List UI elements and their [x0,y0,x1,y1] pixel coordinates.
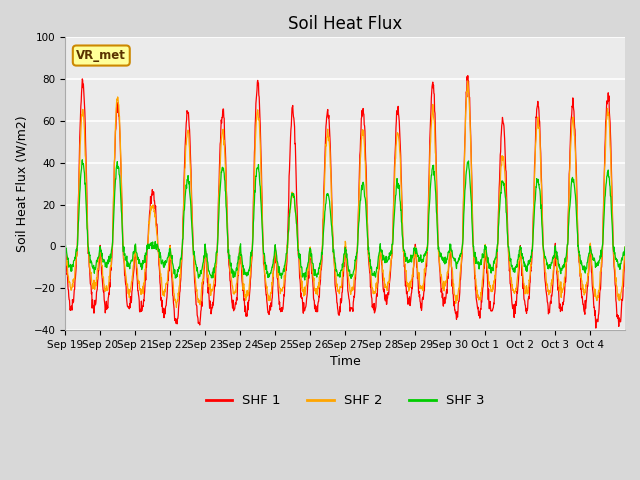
SHF 3 [478,257,486,263]
SHF 3 [79,157,86,163]
SHF 1 [614,317,622,323]
SHF 3 [560,262,568,267]
Legend: SHF 1, SHF 2, SHF 3: SHF 1, SHF 2, SHF 3 [200,389,490,413]
SHF 2 [464,78,472,84]
SHF 1 [477,298,485,304]
SHF 3 [614,264,622,270]
SHF 1 [464,73,472,79]
SHF 1 [592,325,600,331]
SHF 1 [61,242,69,248]
SHF 2 [560,281,568,287]
SHF 1 [330,260,338,265]
SHF 1 [149,192,157,197]
SHF 2 [61,242,69,248]
SHF 2 [614,297,622,302]
SHF 3 [332,260,339,265]
SHF 1 [621,256,629,262]
SHF 2 [173,305,180,311]
SHF 2 [478,285,486,291]
SHF 3 [621,244,629,250]
X-axis label: Time: Time [330,355,360,368]
SHF 1 [559,299,567,305]
SHF 2 [149,203,157,209]
Line: SHF 1: SHF 1 [65,76,625,328]
SHF 3 [149,246,157,252]
Line: SHF 3: SHF 3 [65,160,625,280]
SHF 3 [321,217,328,223]
SHF 1 [320,189,328,195]
SHF 3 [61,243,69,249]
Title: Soil Heat Flux: Soil Heat Flux [288,15,402,33]
SHF 3 [301,277,308,283]
SHF 2 [331,265,339,271]
Y-axis label: Soil Heat Flux (W/m2): Soil Heat Flux (W/m2) [15,115,28,252]
SHF 2 [320,192,328,198]
SHF 2 [621,244,629,250]
Text: VR_met: VR_met [76,49,126,62]
Line: SHF 2: SHF 2 [65,81,625,308]
